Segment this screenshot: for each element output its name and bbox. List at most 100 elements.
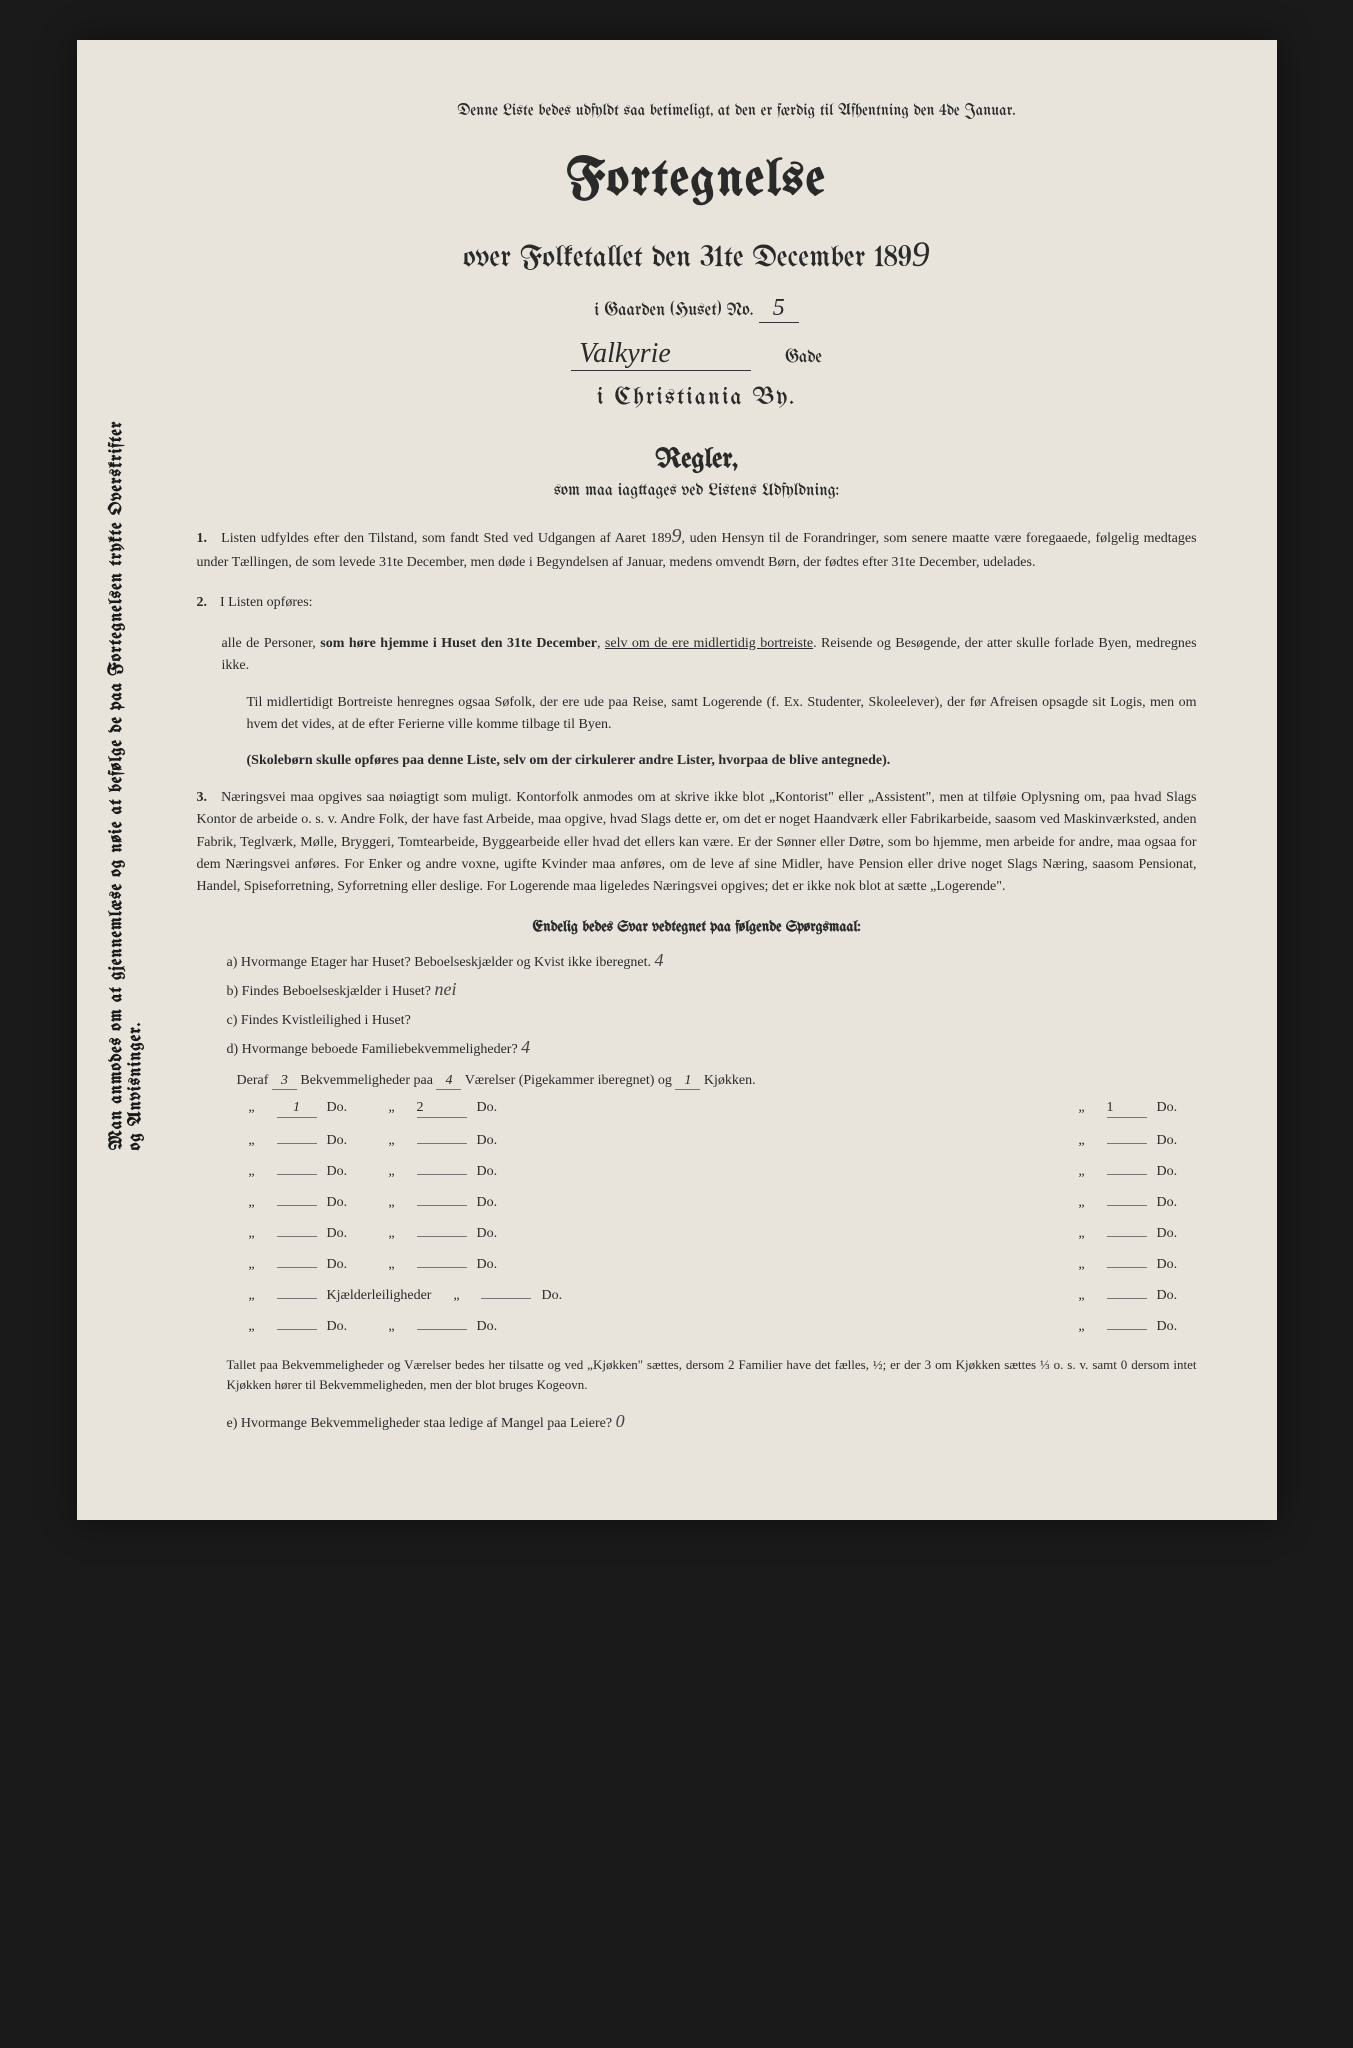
ditto-mark: „: [377, 1164, 407, 1180]
question-c-text: c) Findes Kvistleilighed i Huset?: [227, 1013, 411, 1028]
row-col2: [417, 1126, 467, 1144]
ditto-mark: „: [1067, 1288, 1097, 1304]
do-label: Do.: [1157, 1164, 1197, 1180]
question-d: d) Hvormange beboede Familiebekvemmeligh…: [227, 1037, 1197, 1058]
question-e-text: e) Hvormange Bekvemmeligheder staa ledig…: [227, 1416, 613, 1431]
question-d-hw: 4: [521, 1037, 530, 1057]
ditto-mark: „: [237, 1319, 267, 1335]
ditto-mark: „: [441, 1288, 471, 1304]
subtitle-text: over Folketallet den 31te December 189: [463, 242, 911, 274]
kjaelder-col1: [277, 1281, 317, 1299]
last-col2: [417, 1312, 467, 1330]
table-header-rooms-hw: 4: [436, 1073, 461, 1090]
row-col3: 1: [1107, 1100, 1147, 1118]
regler-heading: Regler,: [197, 446, 1197, 475]
table-header-end: Kjøkken.: [704, 1073, 756, 1088]
table-row: „ 1 Do. „ 2 Do. „ 1 Do.: [237, 1100, 1197, 1118]
row-col2: [417, 1250, 467, 1268]
do-label: Do.: [477, 1195, 517, 1211]
ditto-mark: „: [237, 1288, 267, 1304]
do-label: Do.: [477, 1319, 517, 1335]
table-header-mid: Bekvemmeligheder paa: [300, 1073, 433, 1088]
house-number-handwritten: 5: [759, 295, 799, 323]
street-handwritten: Valkyrie: [571, 338, 751, 371]
do-label: Do.: [327, 1133, 367, 1149]
rule-2b: Til midlertidigt Bortreiste henregnes og…: [247, 692, 1197, 737]
ditto-mark: „: [1067, 1100, 1097, 1116]
row-col1: [277, 1126, 317, 1144]
row-col1: 1: [277, 1100, 317, 1118]
ditto-mark: „: [237, 1226, 267, 1242]
question-a-text: a) Hvormange Etager har Huset? Beboelses…: [227, 955, 652, 970]
do-label: Do.: [1157, 1133, 1197, 1149]
question-e: e) Hvormange Bekvemmeligheder staa ledig…: [227, 1411, 1197, 1432]
table-row: „ Do. „ Do. „ Do.: [237, 1250, 1197, 1273]
rule-3: 3. Næringsvei maa opgives saa nøiagtigt …: [197, 787, 1197, 899]
do-label: Do.: [1157, 1100, 1197, 1116]
ditto-mark: „: [377, 1257, 407, 1273]
table-header-prefix: Deraf: [237, 1073, 269, 1088]
last-col3: [1107, 1312, 1147, 1330]
questions-heading: Endelig bedes Svar vedtegnet paa følgend…: [197, 919, 1197, 935]
question-b-text: b) Findes Beboelseskjælder i Huset?: [227, 984, 432, 999]
ditto-mark: „: [1067, 1257, 1097, 1273]
top-notice: Denne Liste bedes udfyldt saa betimeligt…: [197, 100, 1197, 124]
question-a: a) Hvormange Etager har Huset? Beboelses…: [227, 950, 1197, 971]
question-e-hw: 0: [616, 1411, 625, 1431]
table-row: „ Do. „ Do. „ Do.: [237, 1188, 1197, 1211]
dwelling-table: Deraf 3 Bekvemmeligheder paa 4 Værelser …: [237, 1073, 1197, 1335]
kjaelder-label: Kjælderleiligheder: [327, 1288, 432, 1304]
row-col3: [1107, 1188, 1147, 1206]
table-row: „ Do. „ Do. „ Do.: [237, 1126, 1197, 1149]
regler-subheading: som maa iagttages ved Listens Udfyldning…: [197, 483, 1197, 500]
question-d-text: d) Hvormange beboede Familiebekvemmeligh…: [227, 1042, 518, 1057]
rule-2-intro: I Listen opføres:: [220, 595, 313, 610]
do-label: Do.: [477, 1226, 517, 1242]
rule-1-text: Listen udfyldes efter den Tilstand, som …: [221, 531, 671, 546]
ditto-mark: „: [237, 1164, 267, 1180]
ditto-mark: „: [377, 1226, 407, 1242]
row-col2: [417, 1188, 467, 1206]
row-col1: [277, 1219, 317, 1237]
ditto-mark: „: [1067, 1195, 1097, 1211]
row-col3: [1107, 1126, 1147, 1144]
do-label: Do.: [327, 1226, 367, 1242]
ditto-mark: „: [377, 1195, 407, 1211]
row-col3: [1107, 1157, 1147, 1175]
kjaelder-col2: [481, 1281, 531, 1299]
address-house-line: i Gaarden (Huset) No. 5: [197, 295, 1197, 323]
do-label: Do.: [327, 1164, 367, 1180]
ditto-mark: „: [237, 1100, 267, 1116]
rule-2a-text-pre: alle de Personer, som høre hjemme i Huse…: [222, 636, 1197, 673]
row-col3: [1107, 1219, 1147, 1237]
do-label: Do.: [477, 1133, 517, 1149]
row-col1: [277, 1250, 317, 1268]
row-col2: [417, 1219, 467, 1237]
do-label: Do.: [1157, 1195, 1197, 1211]
rule-1-num: 1.: [197, 528, 217, 550]
row-col2: 2: [417, 1100, 467, 1118]
margin-vertical-text: Man anmodes om at gjennemlæse og nøie at…: [107, 410, 145, 1150]
do-label: Do.: [477, 1257, 517, 1273]
table-row: „ Do. „ Do. „ Do.: [237, 1157, 1197, 1180]
do-label: Do.: [477, 1100, 517, 1116]
ditto-mark: „: [237, 1257, 267, 1273]
street-line: Valkyrie Gade: [197, 338, 1197, 371]
city-line: i Christiania By.: [197, 386, 1197, 411]
rule-2c: (Skolebørn skulle opføres paa denne List…: [247, 750, 1197, 772]
gade-label: Gade: [785, 348, 822, 367]
ditto-mark: „: [1067, 1226, 1097, 1242]
year-handwritten: 9: [912, 234, 930, 274]
do-label: Do.: [327, 1195, 367, 1211]
subtitle: over Folketallet den 31te December 1899: [197, 233, 1197, 275]
ditto-mark: „: [377, 1133, 407, 1149]
census-document: Man anmodes om at gjennemlæse og nøie at…: [77, 40, 1277, 1520]
do-label: Do.: [1157, 1226, 1197, 1242]
last-col1: [277, 1312, 317, 1330]
ditto-mark: „: [1067, 1133, 1097, 1149]
row-col2: [417, 1157, 467, 1175]
rule-1: 1. Listen udfyldes efter den Tilstand, s…: [197, 520, 1197, 574]
rule-2: 2. I Listen opføres:: [197, 592, 1197, 614]
do-label: Do.: [477, 1164, 517, 1180]
ditto-mark: „: [237, 1195, 267, 1211]
